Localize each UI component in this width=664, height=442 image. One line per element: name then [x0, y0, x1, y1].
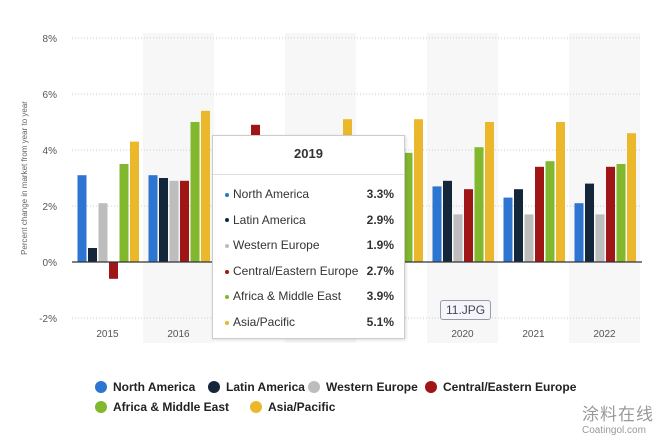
series-dot-icon	[225, 192, 229, 197]
legend-dot-icon	[95, 401, 107, 413]
legend-label: Asia/Pacific	[268, 400, 336, 414]
tooltip-row-label: Africa & Middle East	[233, 289, 342, 304]
tooltip-row-label: North America	[233, 187, 310, 201]
bar-asia-pacific-2019	[414, 119, 423, 262]
legend-label: Latin America	[226, 380, 305, 394]
tooltip-row-value: 2.7%	[366, 263, 394, 278]
watermark-en: Coatingol.com	[582, 425, 646, 436]
y-tick-label: 2%	[43, 202, 58, 213]
bar-africa-middle-east-2016	[190, 122, 200, 262]
bar-western-europe-2016	[169, 180, 179, 262]
series-dot-icon	[225, 218, 229, 223]
y-tick-label: 8%	[43, 34, 58, 45]
y-tick-label: 6%	[43, 90, 58, 101]
legend-label: Central/Eastern Europe	[443, 380, 577, 394]
bar-africa-middle-east-2015	[119, 164, 129, 262]
bar-africa-middle-east-2020	[474, 147, 484, 262]
y-tick-label: 0%	[43, 258, 58, 269]
tooltip-row-label: Latin America	[233, 212, 306, 227]
bar-western-europe-2022	[595, 214, 605, 262]
watermark-cn: 涂料在线	[582, 405, 654, 424]
bar-central-eastern-europe-2016	[180, 180, 189, 262]
x-tick-label: 2016	[167, 329, 190, 340]
tooltip-row: Latin America 2.9%	[225, 213, 394, 229]
legend-item[interactable]: Asia/Pacific	[250, 400, 335, 414]
legend-item[interactable]: Western Europe	[308, 380, 418, 394]
tooltip-row: North America 3.3%	[225, 187, 394, 203]
bar-western-europe-2021	[524, 214, 534, 262]
bar-latin-america-2020	[443, 180, 452, 262]
tooltip-row-value: 3.9%	[366, 289, 394, 304]
bar-africa-middle-east-2019	[403, 152, 413, 262]
bar-western-europe-2015	[98, 203, 108, 262]
tooltip: 2019 North America 3.3% Latin America 2.9% W…	[212, 135, 405, 339]
legend-item[interactable]: Central/Eastern Europe	[425, 380, 576, 394]
legend-item[interactable]: Africa & Middle East	[95, 400, 229, 414]
bar-asia-pacific-2016	[201, 110, 210, 262]
bar-asia-pacific-2022	[627, 133, 636, 262]
tooltip-row: Western Europe 1.9%	[225, 238, 394, 254]
image-tag: 11.JPG	[440, 300, 492, 320]
x-tick-label: 2022	[593, 329, 616, 340]
bar-north-america-2021	[503, 197, 513, 262]
y-tick-label: 4%	[43, 146, 58, 157]
legend-item[interactable]: Latin America	[208, 380, 305, 394]
bar-africa-middle-east-2022	[616, 164, 626, 262]
tooltip-row-label: Central/Eastern Europe	[233, 263, 359, 278]
bar-africa-middle-east-2021	[545, 161, 555, 262]
legend-dot-icon	[250, 401, 262, 413]
tooltip-row-label: Asia/Pacific	[233, 315, 296, 329]
tooltip-row-value: 2.9%	[366, 212, 394, 227]
bar-latin-america-2021	[514, 189, 523, 262]
bar-central-eastern-europe-2022	[606, 166, 615, 262]
bar-north-america-2015	[77, 175, 87, 262]
tooltip-row-value: 5.1%	[366, 315, 394, 329]
bar-asia-pacific-2020	[485, 122, 494, 262]
bar-asia-pacific-2021	[556, 122, 565, 262]
tooltip-row-label: Western Europe	[233, 238, 320, 253]
series-dot-icon	[225, 295, 229, 300]
series-dot-icon	[225, 320, 229, 325]
tooltip-row: Africa & Middle East 3.9%	[225, 289, 394, 305]
x-tick-label: 2021	[522, 329, 545, 340]
y-axis-label: Percent change in market from year to ye…	[20, 101, 29, 255]
legend-dot-icon	[208, 381, 220, 393]
watermark-logo: 涂料在线 Coatingol.com	[582, 400, 654, 436]
tooltip-row: Central/Eastern Europe 2.7%	[225, 264, 394, 280]
bar-latin-america-2016	[159, 178, 168, 262]
legend-dot-icon	[308, 381, 320, 393]
bar-central-eastern-europe-2020	[464, 189, 473, 262]
tooltip-title: 2019	[294, 146, 323, 161]
bar-north-america-2016	[148, 175, 158, 262]
bar-north-america-2022	[574, 203, 584, 262]
legend-label: North America	[113, 380, 196, 394]
tooltip-row: Asia/Pacific 5.1%	[225, 315, 394, 331]
legend-dot-icon	[425, 381, 437, 393]
y-tick-label: -2%	[39, 314, 57, 325]
tooltip-divider	[213, 174, 404, 175]
x-tick-label: 2015	[96, 329, 119, 340]
bar-north-america-2020	[432, 186, 442, 262]
bar-asia-pacific-2015	[130, 141, 139, 262]
bar-central-eastern-europe-2015	[109, 262, 118, 279]
legend-item[interactable]: North America	[95, 380, 195, 394]
legend-label: Africa & Middle East	[113, 400, 230, 414]
bar-central-eastern-europe-2021	[535, 166, 544, 262]
bar-western-europe-2020	[453, 214, 463, 262]
legend-label: Western Europe	[326, 380, 418, 394]
x-tick-label: 2020	[451, 329, 474, 340]
series-dot-icon	[225, 269, 229, 274]
series-dot-icon	[225, 244, 229, 249]
bar-latin-america-2022	[585, 183, 594, 262]
bar-latin-america-2015	[88, 248, 97, 262]
tooltip-row-value: 1.9%	[366, 238, 394, 253]
legend-dot-icon	[95, 381, 107, 393]
tooltip-row-value: 3.3%	[366, 187, 394, 201]
